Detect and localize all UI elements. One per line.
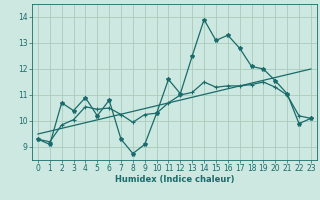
X-axis label: Humidex (Indice chaleur): Humidex (Indice chaleur)	[115, 175, 234, 184]
